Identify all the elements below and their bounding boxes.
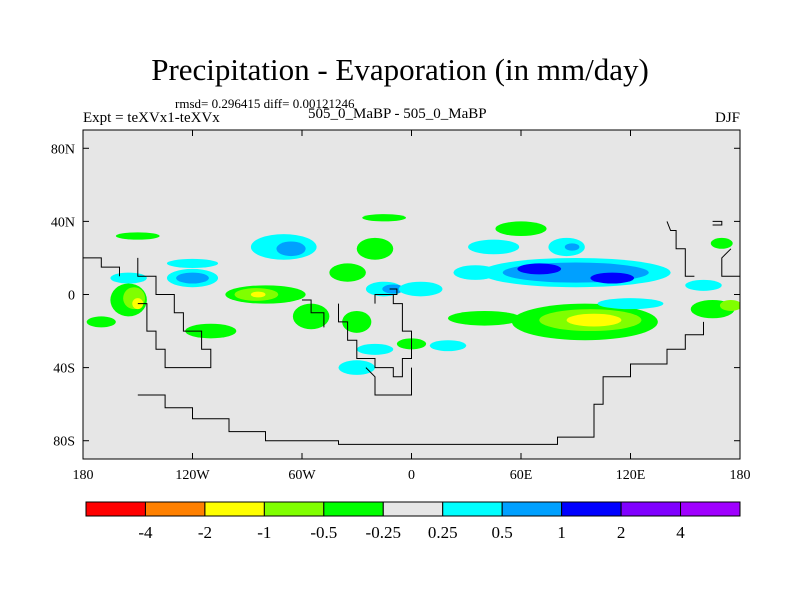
contour-region [86, 316, 116, 328]
y-tick-label: 40N [51, 215, 75, 230]
contour-region [338, 360, 375, 375]
contour-region [590, 272, 635, 284]
coastline [365, 367, 412, 396]
contour-region [185, 323, 237, 339]
contour-region [719, 299, 740, 311]
contour-region [250, 291, 266, 298]
contour-region [398, 281, 443, 297]
coastline [338, 294, 412, 378]
contour-region [710, 237, 733, 249]
x-tick-label: 120E [616, 468, 646, 483]
x-tick-label: 120W [175, 468, 210, 483]
stats-label: rmsd= 0.296415 diff= 0.00121246 [175, 96, 355, 111]
coastline [666, 221, 695, 277]
chart-title: Precipitation - Evaporation (in mm/day) [151, 52, 649, 87]
colorbar-label: 1 [557, 523, 566, 542]
colorbar-box [204, 501, 265, 517]
coastline [721, 248, 740, 277]
y-tick-label: 80S [53, 435, 75, 450]
contour-region [110, 272, 147, 284]
x-tick-label: 0 [408, 468, 415, 483]
colorbar-label: 0.5 [492, 523, 513, 542]
y-tick-label: 0 [68, 289, 75, 304]
contour-region [448, 310, 521, 326]
contour-region [329, 263, 366, 282]
coastline [302, 299, 325, 328]
contour-region [495, 221, 547, 237]
colorbar-label: 2 [617, 523, 626, 542]
x-tick-label: 60E [510, 468, 533, 483]
contour-region [276, 241, 306, 257]
colorbar-box [85, 501, 146, 517]
y-tick-label: 80N [51, 142, 75, 157]
colorbar-label: -0.25 [366, 523, 401, 542]
coastline [137, 321, 704, 445]
x-tick-label: 180 [73, 468, 94, 483]
y-tick-label: 40S [53, 362, 75, 377]
colorbar-box [144, 501, 206, 517]
contour-region [292, 303, 330, 330]
colorbar-box [442, 501, 503, 517]
axes: 180 120W 60W 0 60E 120E 180 80N 40N 0 40S 80S [51, 130, 751, 483]
coastline [389, 288, 398, 295]
colorbar-label: 4 [676, 523, 685, 542]
coastline [712, 220, 723, 226]
contour-region [597, 298, 664, 310]
contour-region [342, 310, 372, 333]
colorbar-label: -1 [257, 523, 271, 542]
colorbar: -4 -2 -1 -0.5 -0.25 0.25 0.5 1 2 4 [85, 501, 741, 542]
colorbar-box [263, 501, 325, 517]
contour-region [166, 258, 219, 268]
x-tick-label: 180 [730, 468, 751, 483]
coastlines [83, 220, 740, 445]
season-label: DJF [714, 110, 740, 126]
contour-region [362, 214, 407, 222]
contour-region [453, 265, 498, 280]
contour-region [685, 279, 722, 291]
x-tick-label: 60W [288, 468, 316, 483]
colorbar-label: -4 [138, 523, 153, 542]
coastline [83, 257, 120, 277]
contour-region [356, 237, 394, 260]
contour-region [429, 340, 467, 352]
colorbar-label: -2 [198, 523, 212, 542]
colorbar-box [620, 501, 682, 517]
contour-region [176, 272, 209, 284]
contour-region [132, 298, 144, 310]
colorbar-box [680, 501, 741, 517]
contour-region [564, 243, 580, 251]
contour-region [566, 313, 622, 327]
experiment-label: Expt = teXVx1-teXVx [83, 110, 220, 126]
coastline [137, 257, 212, 369]
colorbar-label: 0.25 [428, 523, 458, 542]
field-contours [86, 214, 740, 375]
colorbar-box [382, 501, 444, 517]
colorbar-label: -0.5 [310, 523, 337, 542]
colorbar-box [561, 501, 622, 517]
contour-region [356, 343, 394, 355]
contour-region [115, 232, 160, 240]
contour-region [517, 263, 562, 275]
contour-region [468, 239, 520, 255]
colorbar-box [501, 501, 563, 517]
colorbar-box [323, 501, 384, 517]
case-label: 505_0_MaBP - 505_0_MaBP [308, 106, 487, 122]
